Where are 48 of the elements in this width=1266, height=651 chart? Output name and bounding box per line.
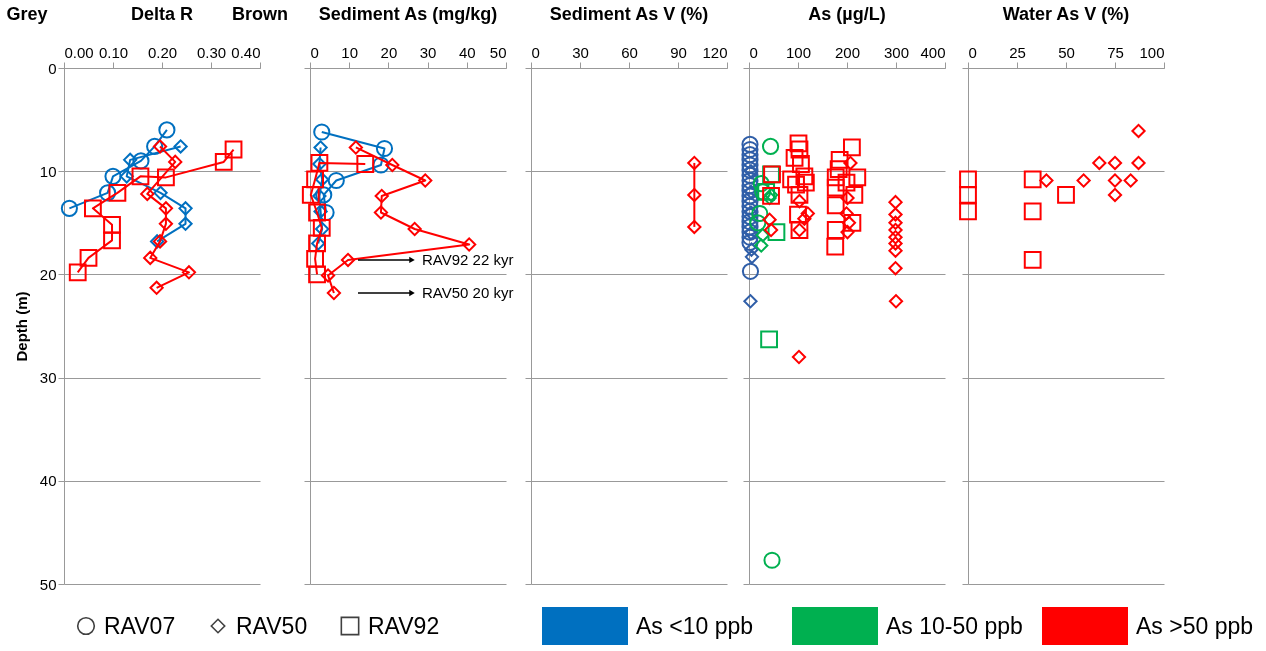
chart-title: As (µg/L) [808, 4, 886, 24]
legend-label: RAV92 [368, 613, 440, 639]
x-tick-label: 40 [458, 43, 476, 61]
chart-title: Sediment As V (%) [549, 4, 709, 24]
x-tick-label: 0 [531, 43, 540, 61]
y-tick-label: 30 [39, 369, 57, 387]
chart-title: Water As V (%) [1002, 4, 1130, 24]
x-tick-label: 30 [419, 43, 437, 61]
chart-title: Sediment As (mg/kg) [318, 4, 498, 24]
y-tick-label: 10 [39, 162, 57, 180]
x-tick-label: 0.40 [231, 43, 261, 61]
x-tick-label: 100 [1139, 43, 1165, 61]
x-tick-label: 50 [489, 43, 507, 61]
annotation: RAV92 22 kyr [422, 250, 514, 268]
text: Grey [6, 4, 48, 24]
x-tick-label: 0 [749, 43, 758, 61]
y-tick-label: 0 [48, 59, 57, 77]
x-tick-label: 400 [920, 43, 946, 61]
x-tick-label: 0.00 [64, 43, 94, 61]
x-tick-label: 60 [621, 43, 638, 61]
legend-label: RAV50 [236, 613, 308, 639]
legend-label: As 10-50 ppb [886, 613, 1023, 639]
x-tick-label: 75 [1107, 43, 1124, 61]
x-tick-label: 0 [310, 43, 319, 61]
x-tick-label: 30 [572, 43, 589, 61]
y-tick-label: 50 [39, 575, 57, 593]
x-tick-label: 100 [785, 43, 812, 61]
x-tick-label: 120 [702, 43, 728, 61]
x-tick-label: 20 [380, 43, 398, 61]
legend-label: As <10 ppb [636, 613, 754, 639]
legend-label: RAV07 [104, 613, 176, 639]
text: Brown [232, 4, 288, 24]
y-tick-label: 40 [39, 472, 57, 490]
x-tick-label: 200 [834, 43, 861, 61]
x-tick-label: 50 [1058, 43, 1075, 61]
x-tick-label: 0.30 [196, 43, 227, 61]
y-tick-label: 20 [39, 265, 57, 283]
chart-title: Delta R [130, 4, 194, 24]
x-tick-label: 90 [670, 43, 687, 61]
x-tick-label: 10 [341, 43, 359, 61]
x-tick-label: 300 [883, 43, 910, 61]
annotation: RAV50 20 kyr [422, 283, 514, 301]
x-tick-label: 25 [1009, 43, 1026, 61]
x-tick-label: 0.10 [98, 43, 129, 61]
x-tick-label: 0 [968, 43, 977, 61]
x-tick-label: 0.20 [147, 43, 178, 61]
legend-label: As >50 ppb [1136, 613, 1254, 639]
y-axis-title: Depth (m) [12, 291, 30, 362]
